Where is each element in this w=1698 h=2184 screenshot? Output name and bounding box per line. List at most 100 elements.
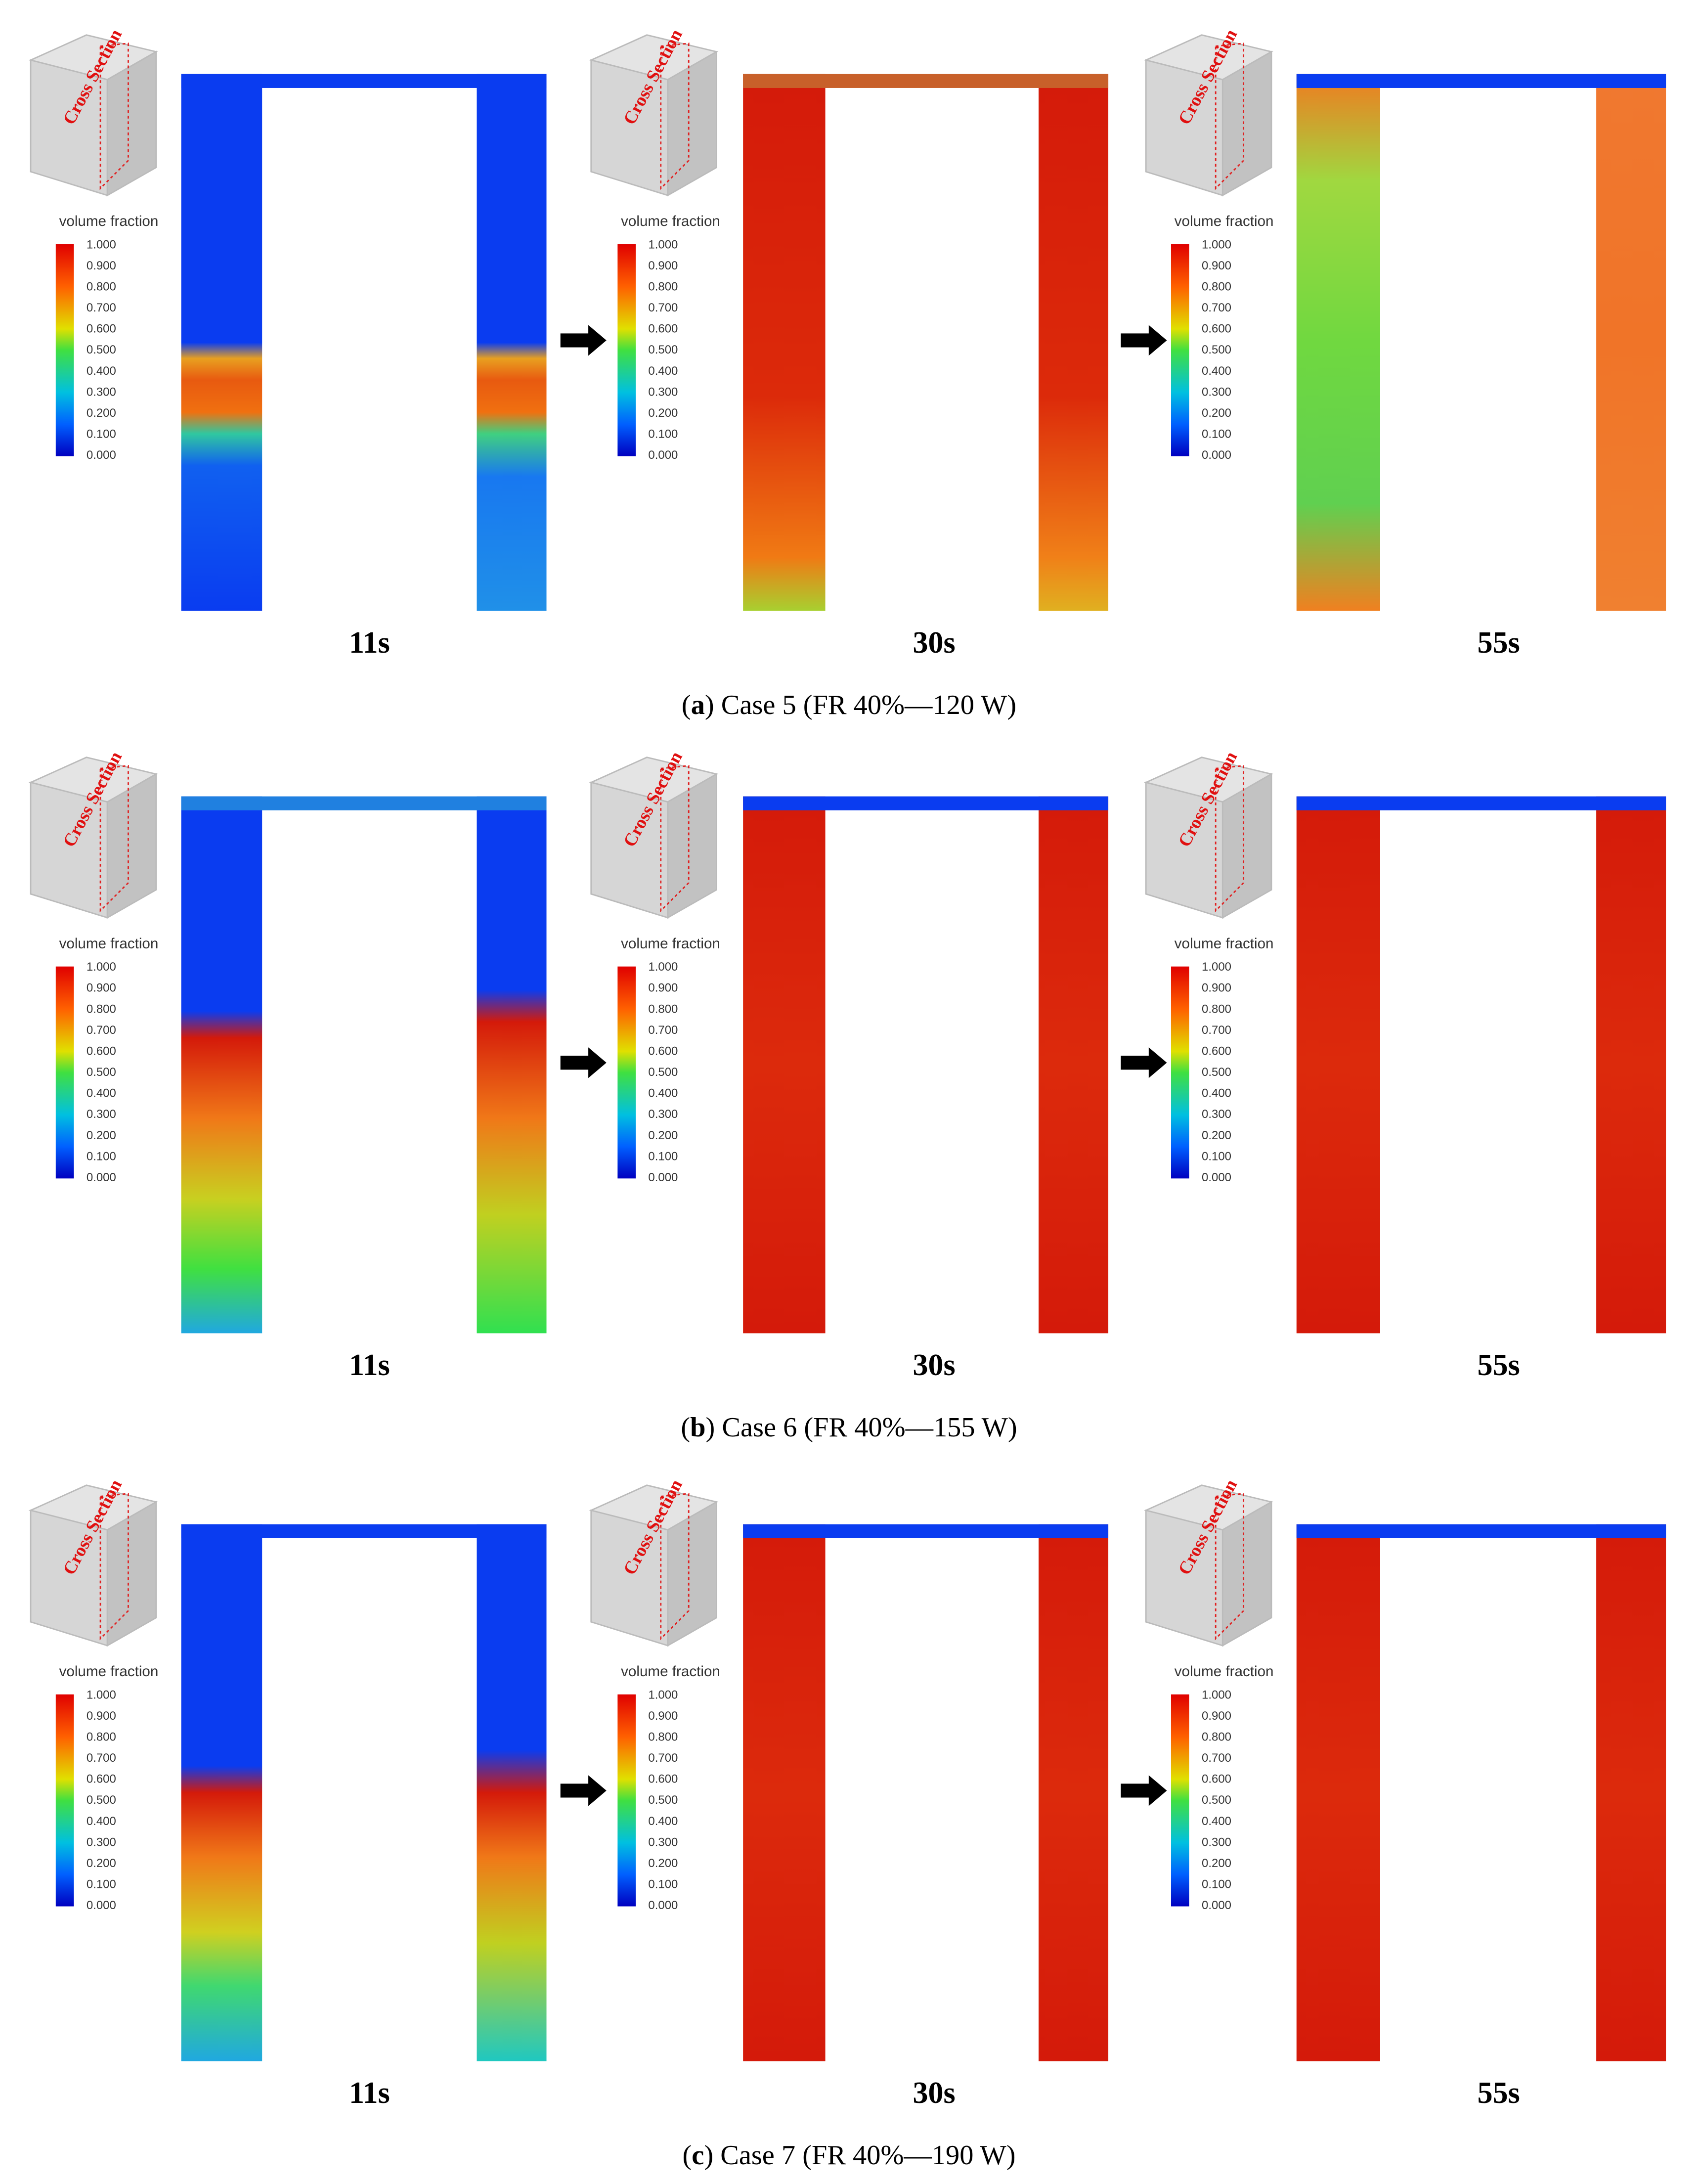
colorbar-tick-label: 0.700 — [648, 1024, 678, 1037]
colorbar-tick-label: 0.500 — [1202, 1066, 1231, 1079]
colorbar — [1171, 244, 1189, 456]
colorbar-tick-label: 0.900 — [1202, 259, 1231, 272]
legend-title: volume fraction — [59, 213, 159, 229]
contour-top-bar — [181, 1524, 547, 1538]
colorbar-tick-label: 0.500 — [87, 1066, 116, 1079]
colorbar-tick-label: 0.400 — [1202, 1087, 1231, 1100]
colorbar-tick-label: 0.900 — [648, 259, 678, 272]
colorbar-tick-label: 0.900 — [1202, 1709, 1231, 1723]
colorbar-tick-label: 0.300 — [87, 1835, 116, 1849]
colorbar-tick-label: 0.500 — [648, 343, 678, 357]
colorbar-tick-label: 1.000 — [87, 960, 116, 974]
time-label: 11s — [349, 1348, 390, 1382]
colorbar-tick-label: 0.300 — [648, 385, 678, 399]
colorbar-tick-label: 1.000 — [648, 1688, 678, 1701]
colorbar-tick-label: 0.200 — [648, 1857, 678, 1870]
caption: (a) Case 5 (FR 40%—120 W) — [682, 690, 1016, 720]
colorbar — [55, 966, 74, 1179]
contour-left-column — [743, 74, 826, 611]
contour-right-column — [477, 1524, 547, 2061]
caption-letter: c — [692, 2140, 704, 2171]
colorbar-tick-label: 1.000 — [87, 238, 116, 251]
colorbar-tick-label: 0.400 — [87, 1087, 116, 1100]
colorbar-tick-label: 0.100 — [87, 428, 116, 441]
cross-section-plane — [99, 43, 129, 190]
colorbar-tick-label: 0.800 — [648, 1730, 678, 1743]
contour-top-bar — [1296, 796, 1666, 810]
cube-side — [106, 50, 157, 197]
colorbar-tick-label: 0.800 — [1202, 1730, 1231, 1743]
colorbar-tick-label: 0.800 — [87, 280, 116, 293]
cube-icon — [589, 1484, 719, 1647]
colorbar-tick-label: 0.800 — [648, 280, 678, 293]
colorbar-tick-label: 0.100 — [1202, 1150, 1231, 1163]
contour-top-bar — [1296, 74, 1666, 88]
colorbar-tick-label: 0.500 — [87, 1793, 116, 1807]
colorbar-tick-label: 0.800 — [1202, 1002, 1231, 1016]
colorbar-tick-label: 0.600 — [87, 322, 116, 336]
colorbar-tick-label: 0.000 — [1202, 1899, 1231, 1912]
colorbar-tick-label: 0.400 — [87, 1815, 116, 1828]
colorbar-tick-label: 0.200 — [1202, 1857, 1231, 1870]
colorbar-tick-label: 0.400 — [1202, 364, 1231, 378]
colorbar-tick-label: 0.000 — [87, 1899, 116, 1912]
contour-left-column — [1296, 796, 1380, 1334]
legend-title: volume fraction — [59, 936, 159, 952]
colorbar-tick-label: 0.100 — [648, 428, 678, 441]
colorbar-tick-label: 0.300 — [1202, 1835, 1231, 1849]
caption-text: ) Case 5 (FR 40%—120 W) — [705, 690, 1016, 720]
time-label: 30s — [913, 1348, 955, 1382]
colorbar-tick-label: 0.100 — [1202, 428, 1231, 441]
colorbar-tick-label: 0.700 — [87, 301, 116, 314]
colorbar-tick-label: 0.300 — [1202, 1108, 1231, 1121]
legend-title: volume fraction — [621, 213, 720, 229]
colorbar-tick-label: 0.200 — [87, 1129, 116, 1142]
cross-section-plane — [660, 1493, 690, 1641]
caption-open: ( — [681, 1412, 690, 1443]
caption-text: ) Case 7 (FR 40%—190 W) — [704, 2140, 1015, 2171]
legend-title: volume fraction — [1175, 1663, 1274, 1680]
colorbar-tick-label: 0.700 — [87, 1024, 116, 1037]
contour-left-column — [1296, 1524, 1380, 2061]
contour-top-bar — [181, 74, 547, 88]
colorbar — [617, 244, 636, 456]
colorbar-tick-label: 0.500 — [648, 1793, 678, 1807]
caption: (c) Case 7 (FR 40%—190 W) — [683, 2140, 1016, 2171]
contour-left-column — [181, 1524, 262, 2061]
legend-title: volume fraction — [59, 1663, 159, 1680]
cube-side — [1221, 1501, 1272, 1647]
cube-icon — [589, 757, 719, 919]
colorbar-tick-label: 0.800 — [648, 1002, 678, 1016]
colorbar-tick-label: 0.900 — [87, 981, 116, 995]
cube-side — [667, 1501, 717, 1647]
colorbar-tick-label: 0.200 — [87, 406, 116, 420]
colorbar-tick-label: 0.400 — [1202, 1815, 1231, 1828]
colorbar-tick-label: 0.100 — [87, 1878, 116, 1891]
time-label: 30s — [913, 2076, 955, 2110]
colorbar — [1171, 966, 1189, 1179]
time-label: 55s — [1478, 2076, 1520, 2110]
caption-letter: b — [690, 1412, 705, 1443]
colorbar-tick-label: 0.600 — [87, 1773, 116, 1786]
arrow — [1121, 1775, 1167, 1806]
colorbar-tick-label: 0.200 — [648, 406, 678, 420]
contour-top-bar — [1296, 1524, 1666, 1538]
colorbar-tick-label: 1.000 — [648, 238, 678, 251]
contour-right-column — [1039, 1524, 1109, 2061]
colorbar-tick-label: 1.000 — [1202, 960, 1231, 974]
contour-right-column — [1596, 796, 1666, 1334]
contour-right-column — [477, 74, 547, 611]
colorbar-tick-label: 0.300 — [1202, 385, 1231, 399]
legend-title: volume fraction — [621, 936, 720, 952]
colorbar-tick-label: 0.600 — [648, 322, 678, 336]
cube-icon — [1143, 757, 1273, 919]
cube-icon — [28, 757, 158, 919]
colorbar-tick-label: 0.000 — [87, 1171, 116, 1184]
contour-right-column — [1596, 74, 1666, 611]
colorbar-tick-label: 0.200 — [648, 1129, 678, 1142]
contour-top-bar — [743, 1524, 1109, 1538]
colorbar — [617, 1694, 636, 1907]
colorbar-tick-label: 0.600 — [1202, 1773, 1231, 1786]
colorbar — [1171, 1694, 1189, 1907]
